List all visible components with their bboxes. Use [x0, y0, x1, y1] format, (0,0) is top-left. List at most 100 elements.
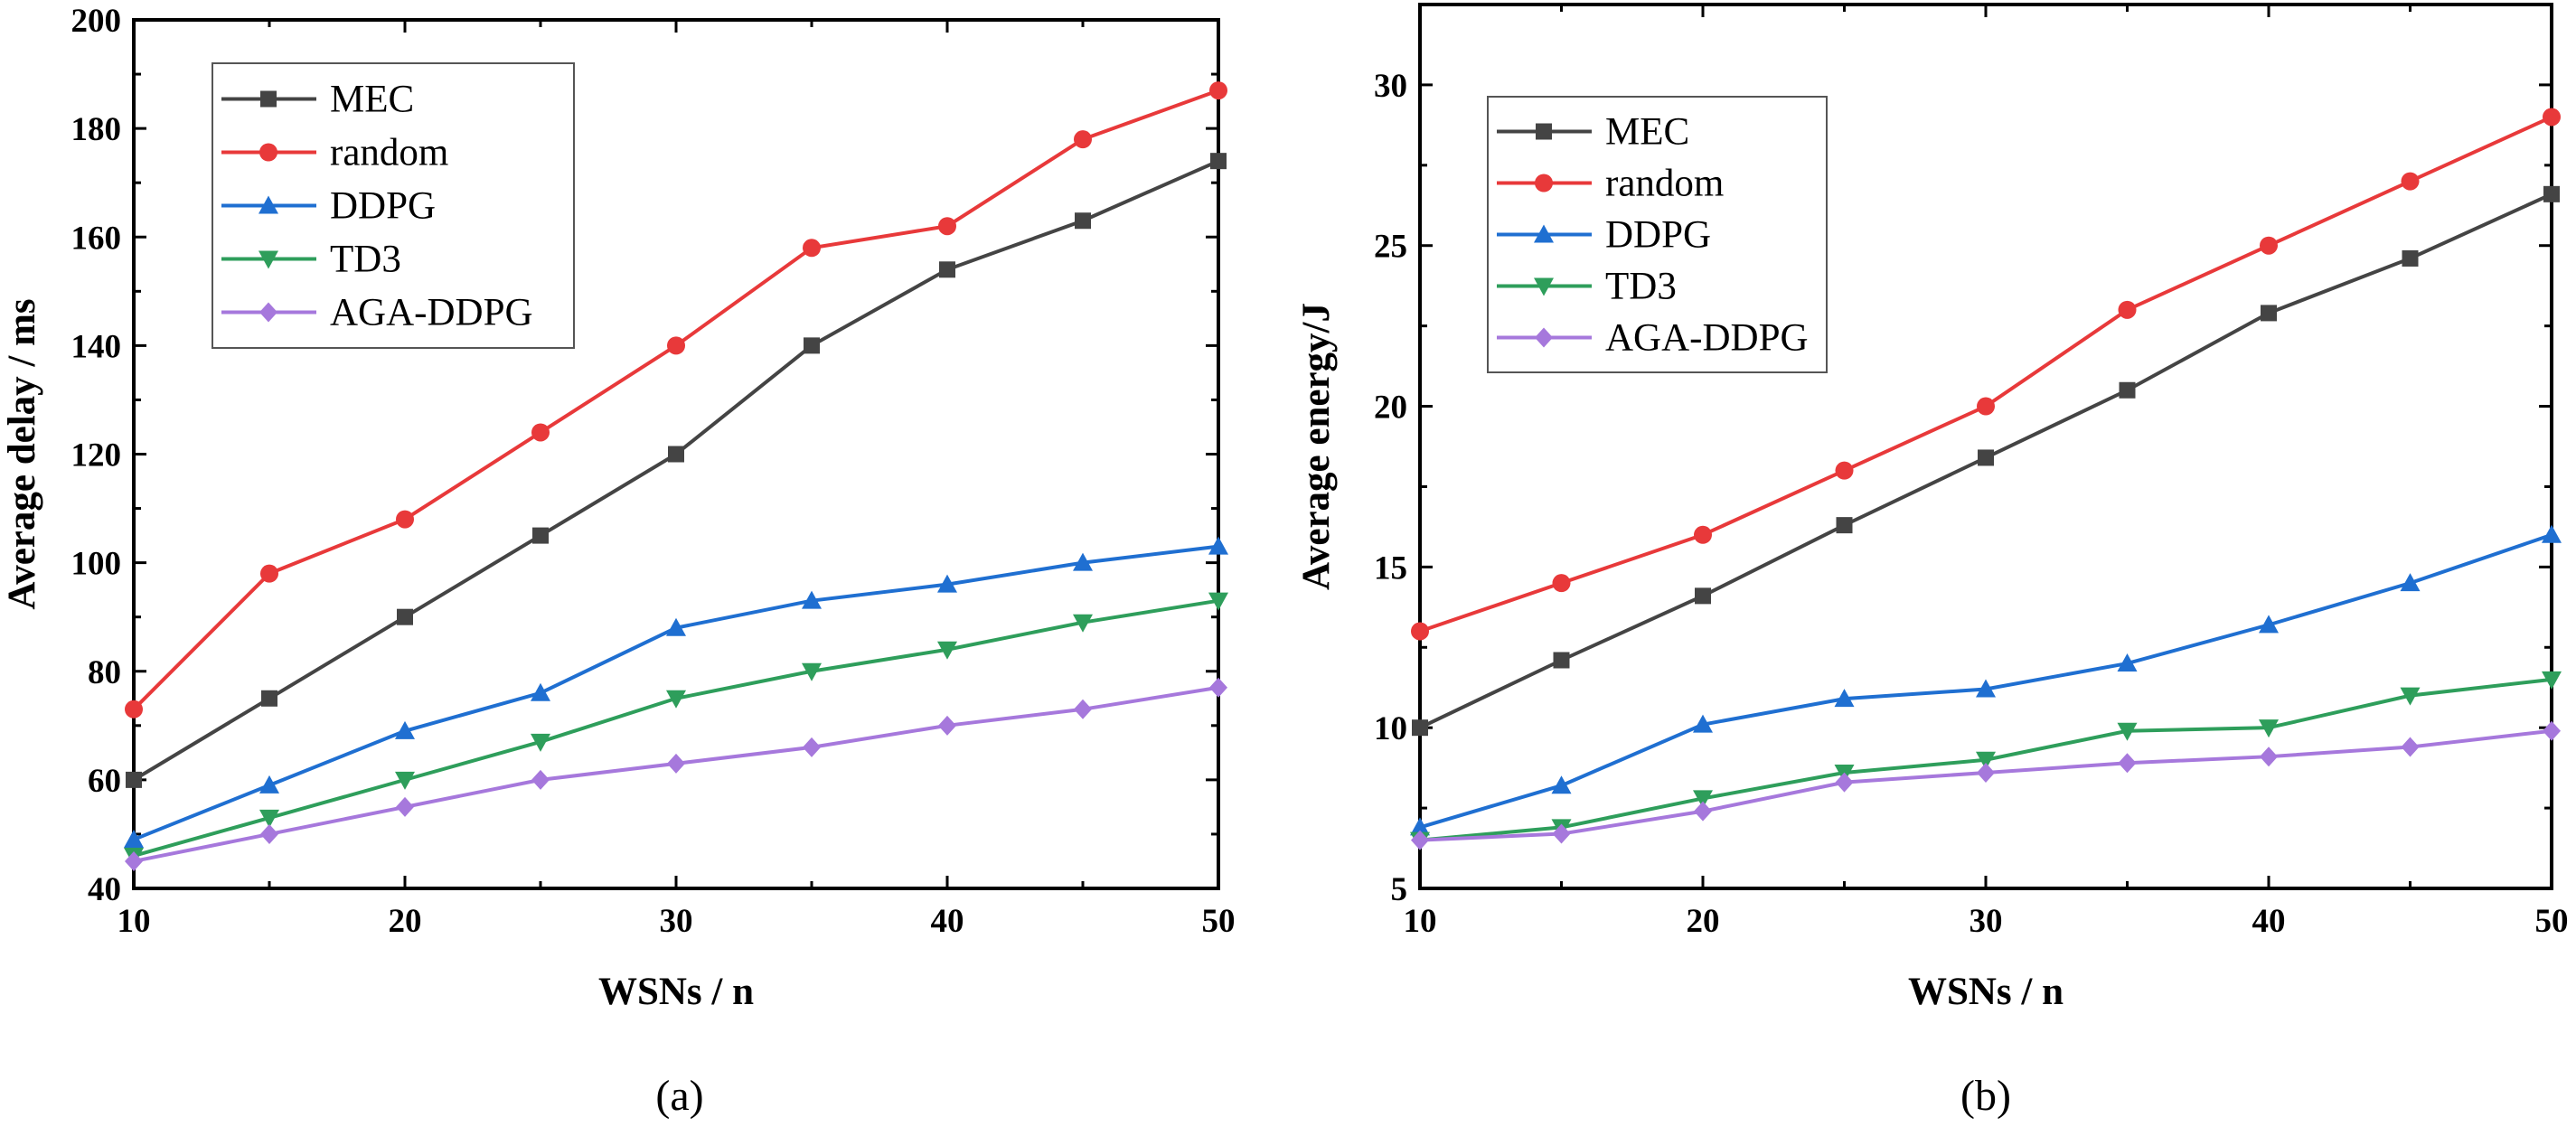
data-point	[1410, 817, 1430, 836]
data-point	[397, 608, 413, 625]
data-point	[1976, 751, 1996, 770]
data-point	[2542, 671, 2562, 690]
data-point	[1073, 552, 1093, 571]
data-point	[939, 261, 955, 278]
data-point	[395, 771, 415, 790]
legend-label: AGA-DDPG	[330, 292, 533, 334]
y-axis-title: Average energy/J	[1295, 303, 1338, 590]
data-point	[261, 690, 277, 707]
x-axis-title: WSNs / n	[1908, 971, 2064, 1013]
series-ddpg	[1410, 524, 2562, 836]
y-tick-label: 160	[71, 220, 122, 257]
legend-label: MEC	[1605, 111, 1689, 154]
data-point	[2118, 300, 2137, 319]
data-point	[1977, 397, 1995, 416]
legend-label: DDPG	[330, 185, 436, 228]
data-point	[938, 217, 956, 236]
series-td3	[1410, 671, 2562, 850]
chart-panel-a: 10 20 30 40 50 40 60 80 100 120 140 160 180 200 WSNs /…	[1, 3, 1236, 1120]
data-point	[1208, 592, 1228, 611]
legend-label: MEC	[330, 79, 414, 121]
data-point	[2543, 185, 2560, 202]
legend-item: DDPG	[221, 185, 436, 228]
y-tick-label: 180	[71, 111, 122, 148]
data-point	[1209, 81, 1227, 100]
data-point	[396, 796, 414, 817]
data-point	[1552, 823, 1571, 844]
legend-marker	[1534, 277, 1554, 296]
x-tick-label: 50	[1202, 903, 1236, 940]
legend-item: AGA-DDPG	[221, 292, 533, 334]
x-tick-label: 30	[660, 903, 693, 940]
x-tick-label: 40	[931, 903, 964, 940]
data-point	[1412, 719, 1428, 737]
data-point	[531, 733, 550, 752]
legend-label: DDPG	[1605, 214, 1711, 257]
legend-marker	[1536, 123, 1552, 140]
series-mec	[126, 153, 1227, 788]
legend-marker	[1534, 224, 1554, 243]
data-point	[126, 771, 142, 788]
data-point	[667, 753, 685, 774]
data-point	[1694, 525, 1712, 544]
data-point	[531, 423, 550, 442]
legend-marker	[260, 90, 277, 108]
x-tick-label: 50	[2535, 903, 2569, 940]
y-axis-title: Average delay / ms	[1, 298, 43, 609]
x-tick-label: 30	[1970, 903, 2003, 940]
data-point	[2259, 719, 2279, 738]
legend-item: DDPG	[1497, 214, 1711, 257]
y-tick-label: 15	[1374, 549, 1407, 587]
legend-item: random	[221, 132, 448, 174]
data-point	[1836, 517, 1853, 534]
data-point	[1074, 699, 1092, 719]
data-point	[532, 527, 549, 544]
data-point	[2402, 249, 2419, 267]
data-point	[1695, 587, 1711, 605]
data-point	[937, 641, 957, 660]
data-point	[1835, 772, 1854, 793]
data-point	[1210, 153, 1227, 170]
data-point	[395, 720, 415, 739]
y-tick-label: 40	[88, 871, 121, 908]
data-point	[1411, 622, 1429, 641]
y-tick-label: 5	[1391, 871, 1408, 908]
data-point	[1073, 614, 1093, 633]
data-point	[1976, 679, 1996, 698]
series-mec	[1412, 185, 2560, 737]
data-point	[1552, 574, 1571, 593]
data-point	[2259, 615, 2279, 634]
data-point	[259, 775, 279, 794]
x-tick-label: 10	[118, 903, 151, 940]
legend-marker	[259, 302, 277, 323]
data-point	[396, 510, 414, 529]
legend-marker	[1535, 174, 1553, 193]
data-point	[804, 337, 820, 354]
legend-label: AGA-DDPG	[1605, 317, 1809, 360]
y-tick-label: 30	[1374, 68, 1407, 105]
data-point	[2260, 747, 2278, 767]
x-tick-label: 20	[389, 903, 422, 940]
data-point	[1694, 801, 1712, 822]
data-point	[2543, 720, 2561, 741]
data-point	[1693, 790, 1713, 809]
data-point	[531, 769, 550, 790]
y-tick-label: 25	[1374, 229, 1407, 266]
data-point	[2542, 524, 2562, 543]
data-point	[2261, 305, 2277, 322]
legend-marker	[259, 143, 277, 162]
legend-label: random	[330, 132, 448, 174]
data-point	[802, 662, 822, 681]
panel-label: (a)	[655, 1072, 703, 1120]
data-point	[803, 239, 821, 258]
data-point	[2118, 753, 2137, 774]
legend-item: TD3	[221, 239, 401, 281]
data-point	[803, 737, 821, 757]
series-td3	[124, 592, 1228, 866]
data-point	[2119, 381, 2136, 399]
legend-item: AGA-DDPG	[1497, 317, 1809, 360]
data-point	[1411, 830, 1429, 850]
data-point	[2401, 737, 2420, 757]
